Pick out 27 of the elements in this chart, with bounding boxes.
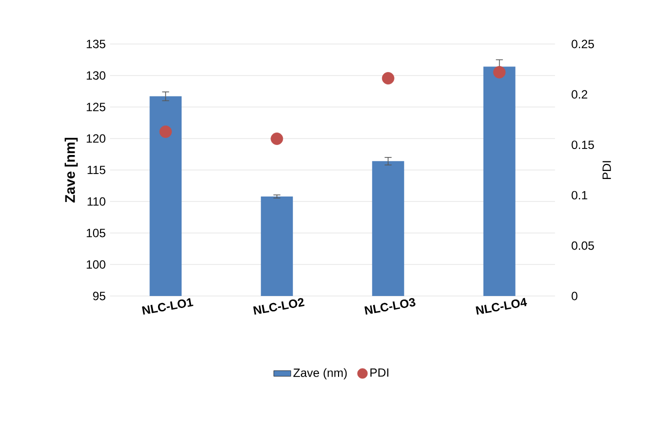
x-tick-label: NLC-LO1 xyxy=(142,298,194,315)
y2-axis-title: PDI xyxy=(602,161,611,179)
y-tick-label: 135 xyxy=(86,40,106,48)
y2-tick-label: 0 xyxy=(572,292,578,300)
point xyxy=(159,125,172,138)
y-tick-label: 115 xyxy=(88,166,106,174)
x-tick-label: NLC-LO4 xyxy=(476,298,528,315)
y-tick-label: 95 xyxy=(93,292,106,300)
y2-tick-label: 0.25 xyxy=(572,40,594,48)
y2-tick-label: 0.05 xyxy=(572,241,594,250)
x-tick-label: NLC-LO2 xyxy=(253,298,304,315)
y-tick-label: 100 xyxy=(86,260,106,269)
legend-label: Zave (nm) xyxy=(293,368,347,380)
y-tick-label: 125 xyxy=(86,102,106,112)
x-tick-label: NLC-LO3 xyxy=(364,298,416,315)
y-tick-label: 105 xyxy=(86,228,106,238)
point xyxy=(270,132,284,145)
y-tick-label: 130 xyxy=(86,71,106,80)
legend-label: PDI xyxy=(370,368,388,377)
point xyxy=(382,72,394,84)
y2-tick-label: 0.2 xyxy=(572,90,588,99)
point xyxy=(493,66,506,78)
y-tick-label: 110 xyxy=(88,197,106,206)
y-axis-title: Zave [nm] xyxy=(64,138,78,203)
y2-tick-label: 0.1 xyxy=(572,190,588,200)
y-tick-label: 120 xyxy=(86,134,106,143)
y2-tick-label: 0.15 xyxy=(572,140,594,150)
